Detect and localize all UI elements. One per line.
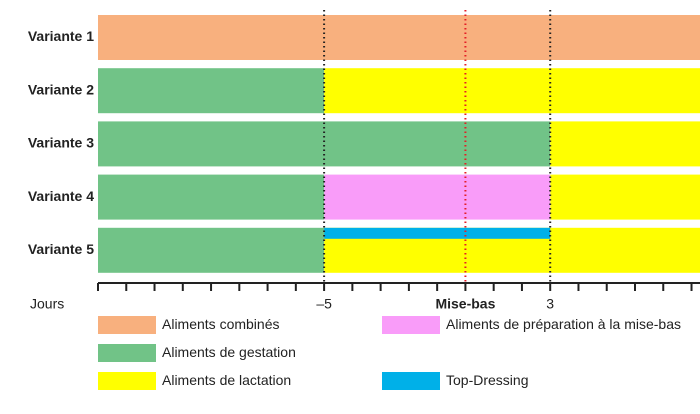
bar-segment xyxy=(98,174,325,220)
legend-label: Aliments combinés xyxy=(162,316,280,332)
legend-label: Aliments de préparation à la mise-bas xyxy=(446,316,682,332)
legend-item: Aliments de lactation xyxy=(98,372,362,390)
row-label: Variante 3 xyxy=(28,135,94,151)
bar-segment xyxy=(550,121,700,167)
row-label: Variante 4 xyxy=(28,188,94,204)
bar-segment xyxy=(324,174,551,220)
x-tick-label: –5 xyxy=(316,296,332,312)
row-label: Variante 1 xyxy=(28,28,94,44)
row-label: Variante 5 xyxy=(28,241,94,257)
x-tick-label: 3 xyxy=(546,296,554,312)
bar-segment xyxy=(98,15,700,60)
legend-item: Aliments de préparation à la mise-bas xyxy=(382,316,686,334)
legend-item: Aliments combinés xyxy=(98,316,362,334)
legend-item: Top-Dressing xyxy=(382,372,686,390)
bar-segment xyxy=(98,68,325,114)
legend-swatch xyxy=(98,316,156,334)
legend-swatch xyxy=(98,372,156,390)
legend-swatch xyxy=(98,344,156,362)
legend-label: Aliments de lactation xyxy=(162,372,292,388)
legend-label: Top-Dressing xyxy=(446,372,529,388)
legend-item: Aliments de gestation xyxy=(98,344,362,362)
bar-segment xyxy=(550,174,700,220)
legend-label: Aliments de gestation xyxy=(162,344,296,360)
x-axis-label: Jours xyxy=(30,296,64,312)
row-label: Variante 2 xyxy=(28,81,94,97)
bar-segment xyxy=(98,227,325,273)
x-tick-label: Mise-bas xyxy=(435,296,495,312)
legend-swatch xyxy=(382,316,440,334)
bar-segment xyxy=(324,68,700,114)
bar-segment xyxy=(324,227,551,239)
legend-swatch xyxy=(382,372,440,390)
